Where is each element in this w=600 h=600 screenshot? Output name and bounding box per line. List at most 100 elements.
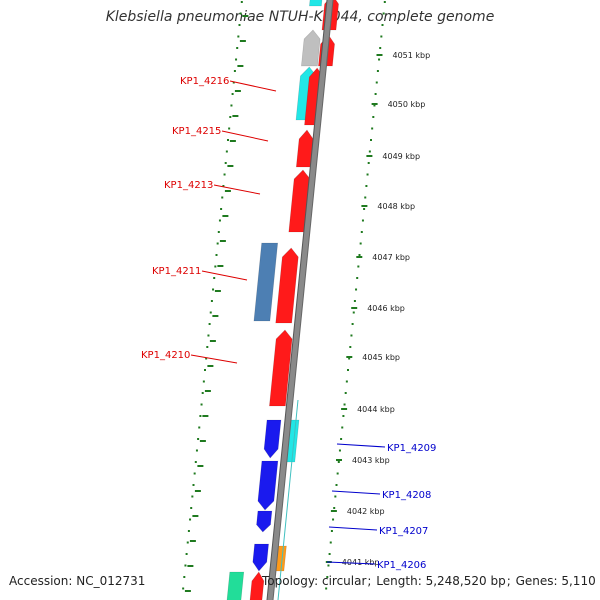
backbone-track [266,0,334,600]
ring-dot [337,461,340,463]
leader-line [331,490,381,495]
ring-dot [227,139,229,141]
ring-dot [352,311,355,314]
kbp-tick-label: 4048 kbp [377,202,415,211]
ring-dot [225,150,228,153]
leader-line [213,184,261,195]
ring-dot [222,185,225,187]
kbp-tick-label: 4046 kbp [367,304,405,313]
gene-label-left: KP1_4216 [180,76,229,87]
kbp-tick-label: 4043 kbp [352,456,390,465]
gene-label-right: KP1_4206 [377,560,426,571]
gene-label-left: KP1_4215 [172,126,221,137]
ring-dot [357,265,360,268]
length-value: 5,248,520 bp [425,574,506,588]
ring-dot [239,12,242,15]
ring-dot [240,1,243,3]
outer-dotted-ring [325,1,386,590]
kbp-tick-label: 4051 kbp [393,51,431,60]
gene-label-left: KP1_4211 [152,266,201,277]
cds-arrow [249,571,265,600]
genes-value: 5,110 [561,574,596,588]
ring-dot [194,461,197,463]
leader-line [201,270,248,281]
ring-dot [231,93,234,95]
ring-dot [336,472,339,475]
ring-dot [206,346,209,348]
ring-dot [349,346,352,348]
kbp-tick-label: 4042 kbp [347,507,385,516]
ring-dot [195,449,198,452]
ring-dot [187,530,190,532]
ring-dot [367,162,370,164]
ring-dot [343,403,346,406]
ring-dot [353,300,356,302]
gene-label-right: KP1_4207 [379,526,428,537]
ring-dot [229,116,232,118]
cds-arrow [295,129,314,168]
ring-dot [233,70,236,72]
ring-dot [378,58,381,61]
ring-dot [204,369,206,371]
ring-dot [185,553,188,555]
ring-dot [368,150,371,153]
ring-dot [370,139,372,141]
backbone-edge [272,0,334,600]
ring-dot [218,219,221,222]
ring-dot [356,277,359,279]
ring-dot [350,334,353,337]
ring-dot [220,208,223,210]
leader-line [190,354,238,364]
cds-arrow [253,242,279,322]
ring-dot [364,196,367,199]
kbp-ticks: 4051 kbp 4050 kbp 4049 kbp 4048 kbp 4047 kbp… [184,15,431,592]
ring-dot [363,208,366,210]
gene-label-right: KP1_4208 [382,490,431,501]
ring-dot [374,93,377,95]
ring-dot [192,484,195,486]
leader-line [221,130,269,142]
ring-dot [228,127,231,130]
inner-dotted-ring [182,1,243,590]
ring-dot [200,403,203,406]
ring-dot [335,484,338,486]
ring-dot [199,415,202,417]
ring-dot [373,104,376,107]
genome-summary: Topology: circular; Length: 5,248,520 bp… [262,574,596,588]
accession-value: NC_012731 [76,574,146,588]
length-label: Length: [376,574,422,588]
ring-dot [205,357,208,360]
ring-dot [193,472,196,475]
ring-dot [216,242,219,245]
kbp-tick-label: 4045 kbp [362,353,400,362]
ring-dot [371,127,374,130]
ring-dot [209,311,212,314]
page-title: Klebsiella pneumoniae NTUH-K2044, comple… [105,9,495,25]
accession-label: Accession: [9,574,73,588]
ring-dot [325,587,328,590]
gene-label-right: KP1_4209 [387,443,436,454]
cds-arrow [263,419,282,459]
ring-dot [375,81,378,84]
backbone-edge [266,0,328,600]
gene-labels: KP1_4216 KP1_4215 KP1_4213 KP1_4211 KP1_4210… [141,76,436,571]
kbp-tick-label: 4044 kbp [357,405,395,414]
cds-arrow [252,543,269,572]
ring-dot [191,495,194,498]
ring-dot [208,323,211,325]
accession-info: Accession: NC_012731 [9,574,145,588]
backbone-band [267,0,333,600]
ring-dot [361,219,364,222]
ring-dot [236,47,239,49]
cds-arrow [257,460,279,511]
ring-dot [214,265,217,268]
ring-dot [224,162,227,164]
ring-dot [207,334,210,337]
ring-dot [189,518,192,521]
cds-arrow [301,29,321,67]
ring-dot [383,1,386,3]
feature-edge [277,399,299,600]
ring-dot [198,426,201,429]
ring-dot [351,323,354,325]
ring-dot [197,438,200,440]
